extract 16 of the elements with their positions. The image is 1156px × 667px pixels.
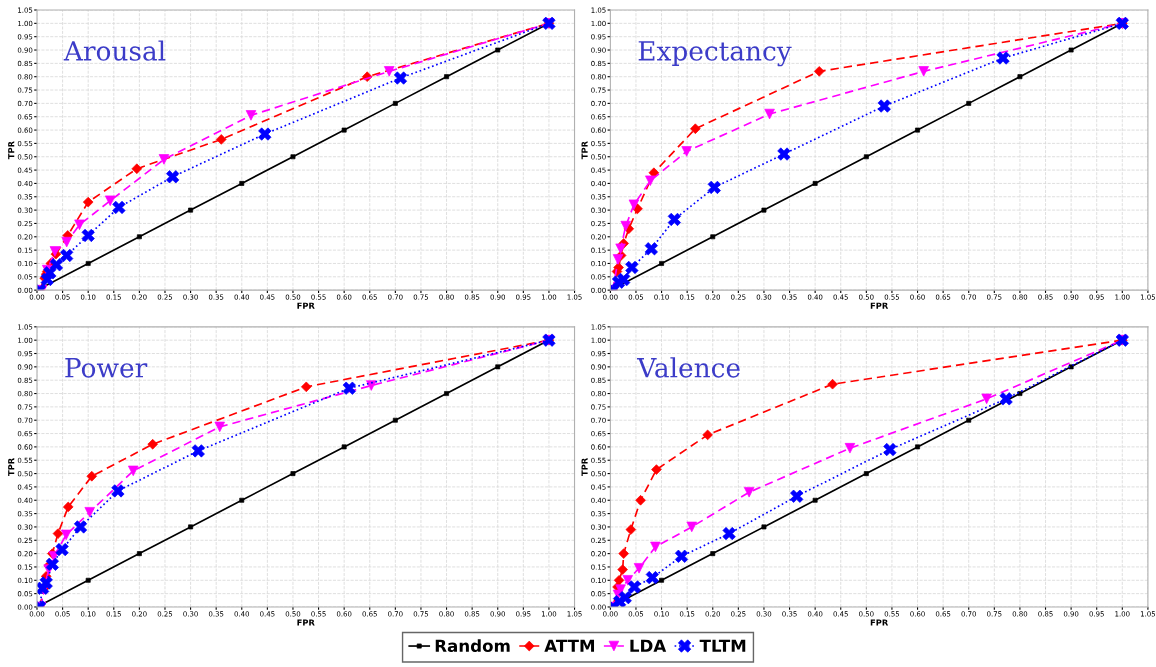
legend-label: TLTM	[699, 639, 746, 652]
text: Arousal	[63, 40, 166, 61]
legend-label: LDA	[630, 639, 667, 652]
y-axis-title: TPR	[581, 457, 588, 476]
text: Expectancy	[638, 41, 792, 67]
text: Power	[65, 358, 148, 378]
y-axis-title: TPR	[8, 141, 15, 160]
y-axis-title: TPR	[8, 457, 15, 476]
x-axis-title: FPR	[297, 619, 315, 626]
x-axis-title: FPR	[297, 302, 315, 309]
legend-label: ATTM	[544, 639, 595, 652]
text: Valence	[636, 357, 740, 378]
y-axis-title: TPR	[581, 141, 588, 160]
legend-label: Random	[435, 639, 510, 653]
x-axis-title: FPR	[870, 619, 889, 626]
x-axis-title: FPR	[870, 302, 889, 309]
